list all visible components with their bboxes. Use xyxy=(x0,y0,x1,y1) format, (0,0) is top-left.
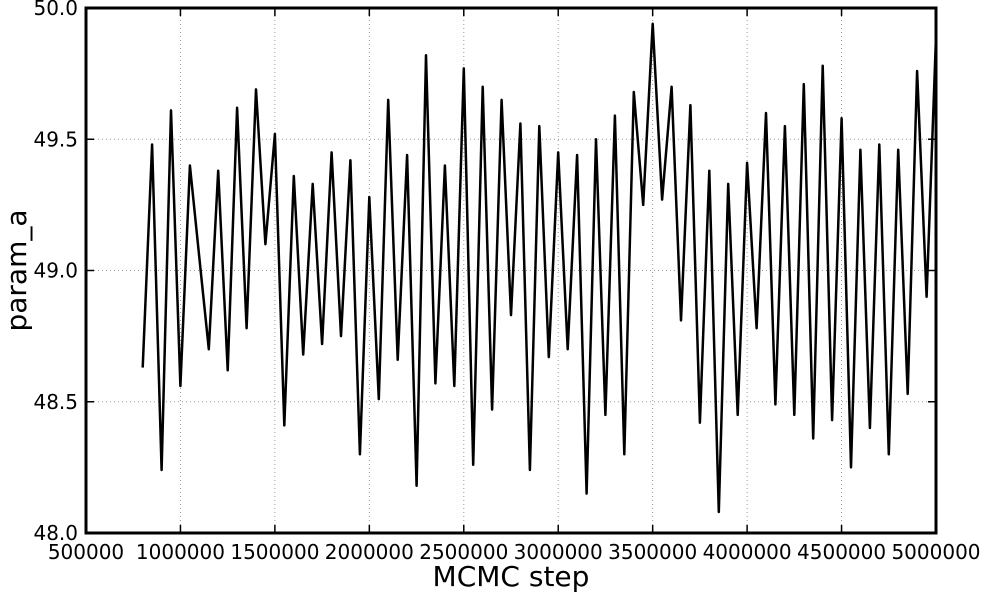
y-tick-label: 49.5 xyxy=(33,127,78,151)
mcmc-trace-line xyxy=(141,22,938,514)
x-tick-label: 2000000 xyxy=(325,540,414,564)
x-tick-label: 3000000 xyxy=(514,540,603,564)
y-tick-label: 50.0 xyxy=(33,0,78,20)
x-axis-title: MCMC step xyxy=(433,560,590,593)
series-layer xyxy=(141,22,938,514)
x-tick-label: 1500000 xyxy=(230,540,319,564)
x-tick-label: 4500000 xyxy=(797,540,886,564)
x-tick-label: 4000000 xyxy=(703,540,792,564)
x-tick-label: 2500000 xyxy=(419,540,508,564)
x-tick-labels: 500000 1000000 1500000 2000000 2500000 300000… xyxy=(48,540,981,564)
y-tick-label: 48.0 xyxy=(33,521,78,545)
y-tick-label: 48.5 xyxy=(33,390,78,414)
y-tick-label: 49.0 xyxy=(33,259,78,283)
y-axis-title: param_a xyxy=(0,209,33,331)
y-tick-labels: 48.0 48.5 49.0 49.5 50.0 xyxy=(33,0,78,545)
tick-marks xyxy=(85,7,937,534)
x-tick-label: 5000000 xyxy=(891,540,980,564)
x-tick-label: 3500000 xyxy=(608,540,697,564)
x-tick-label: 500000 xyxy=(48,540,124,564)
x-tick-label: 1000000 xyxy=(136,540,225,564)
